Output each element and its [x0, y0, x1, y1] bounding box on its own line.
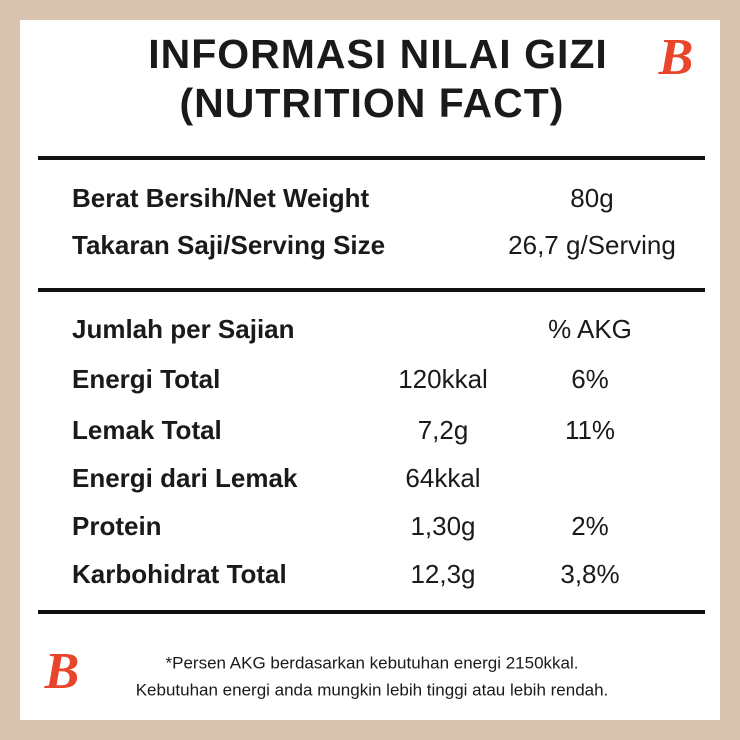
row-akg: 11% — [565, 415, 615, 445]
summary-label: Berat Bersih/Net Weight — [72, 183, 369, 213]
row-label: Energi dari Lemak — [72, 463, 298, 493]
row-akg: 3,8% — [560, 559, 619, 589]
footnote: *Persen AKG berdasarkan kebutuhan energi… — [166, 653, 579, 672]
summary-value: 80g — [570, 183, 613, 213]
row-akg: 2% — [571, 511, 609, 541]
row-label: Lemak Total — [72, 415, 222, 445]
row-amount: 120kkal — [398, 364, 488, 394]
table-header: Jumlah per Sajian — [72, 314, 295, 344]
row-label: Energi Total — [72, 364, 220, 394]
title: INFORMASI NILAI GIZI — [148, 31, 608, 77]
row-label: Protein — [72, 511, 162, 541]
panel — [20, 20, 720, 720]
summary-label: Takaran Saji/Serving Size — [72, 230, 385, 260]
row-akg: 6% — [571, 364, 609, 394]
row-amount: 12,3g — [410, 559, 475, 589]
row-label: Karbohidrat Total — [72, 559, 287, 589]
table-header: % AKG — [548, 314, 632, 344]
divider — [38, 156, 705, 160]
title: (NUTRITION FACT) — [180, 80, 565, 126]
divider — [38, 288, 705, 292]
summary-value: 26,7 g/Serving — [508, 230, 676, 260]
watermark: B — [44, 643, 80, 700]
row-amount: 1,30g — [410, 511, 475, 541]
footnote: Kebutuhan energi anda mungkin lebih ting… — [136, 680, 609, 699]
watermark: B — [658, 29, 694, 86]
divider — [38, 610, 705, 614]
row-amount: 64kkal — [405, 463, 480, 493]
row-amount: 7,2g — [418, 415, 469, 445]
